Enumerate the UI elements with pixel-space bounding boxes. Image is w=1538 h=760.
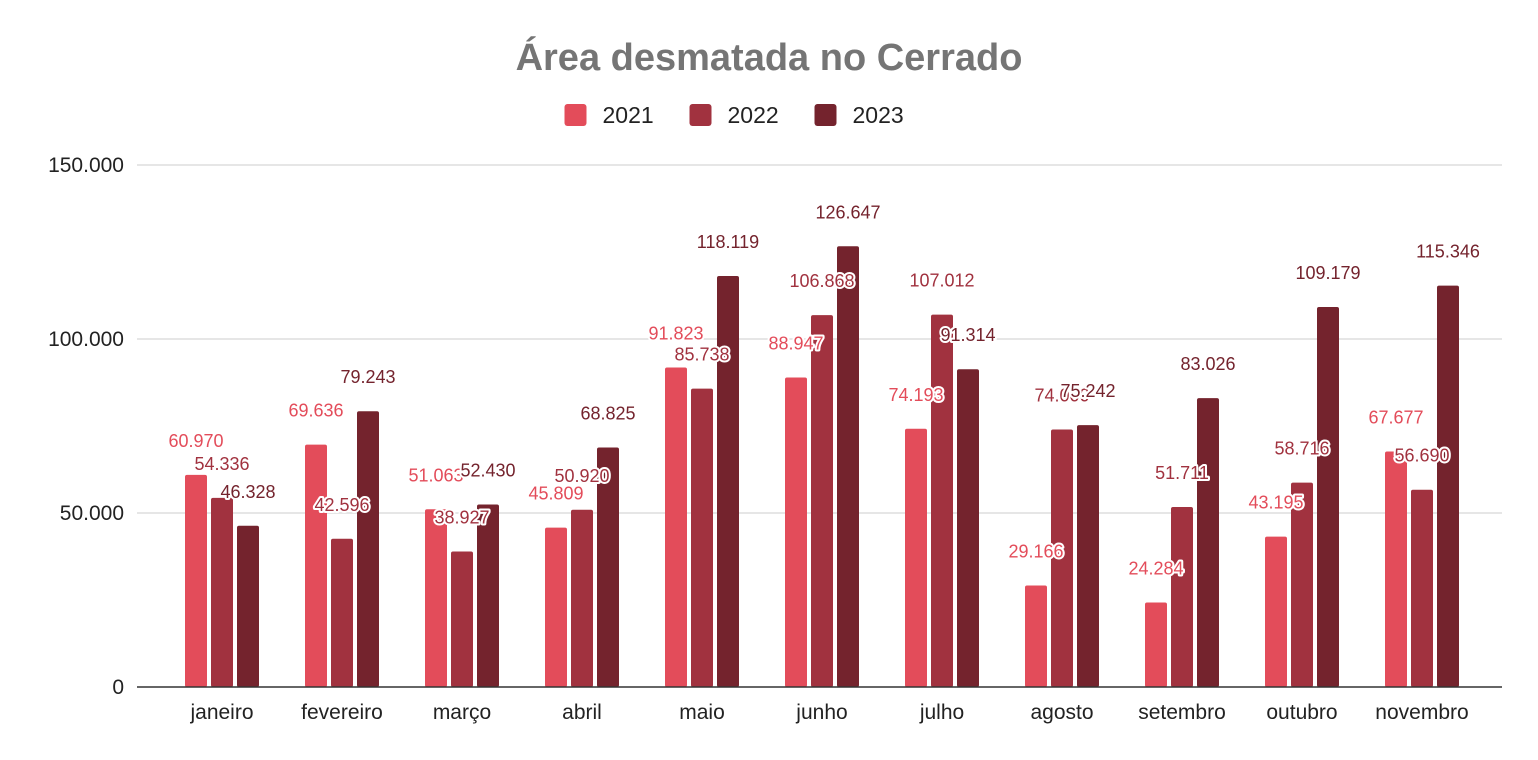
data-label-2022-agosto: 74.000 bbox=[1034, 385, 1089, 405]
data-label-2021-novembro: 67.677 bbox=[1368, 407, 1423, 427]
x-tick-label: outubro bbox=[1266, 701, 1337, 724]
data-label-2022-julho: 107.012 bbox=[909, 271, 974, 291]
bar-2021-setembro bbox=[1145, 602, 1167, 687]
bar-2023-setembro bbox=[1197, 398, 1219, 687]
y-tick-label: 50.000 bbox=[60, 502, 124, 525]
x-tick-label: setembro bbox=[1138, 701, 1226, 724]
data-label-2021-outubro: 43.195 bbox=[1248, 493, 1303, 513]
bar-2022-janeiro bbox=[211, 497, 233, 687]
y-tick-label: 100.000 bbox=[48, 328, 124, 351]
bar-2021-junho bbox=[785, 377, 807, 687]
bars bbox=[185, 246, 1459, 687]
data-label-2021-abril: 45.809 bbox=[528, 484, 583, 504]
bar-2022-abril bbox=[571, 509, 593, 687]
data-label-2021-agosto: 29.166 bbox=[1008, 542, 1063, 562]
bar-2023-janeiro bbox=[237, 525, 259, 687]
bar-2023-novembro bbox=[1437, 285, 1459, 687]
bar-2023-abril bbox=[597, 447, 619, 687]
bar-2023-junho bbox=[837, 246, 859, 687]
bar-2021-fevereiro bbox=[305, 444, 327, 687]
chart-title: Área desmatada no Cerrado bbox=[516, 35, 1023, 79]
data-label-2022-setembro: 51.711 bbox=[1155, 463, 1209, 483]
x-tick-label: abril bbox=[562, 701, 602, 724]
legend-label-2022: 2022 bbox=[728, 102, 779, 128]
bar-2023-março bbox=[477, 504, 499, 687]
x-axis: janeiro fevereiro março abril maio junho julho… bbox=[189, 701, 1468, 724]
data-label-2023-novembro: 115.346 bbox=[1416, 242, 1480, 262]
data-label-2021-janeiro: 60.970 bbox=[168, 431, 223, 451]
legend-label-2021: 2021 bbox=[603, 102, 654, 128]
bar-2023-agosto bbox=[1077, 425, 1099, 687]
bar-2021-novembro bbox=[1385, 451, 1407, 687]
bar-2023-julho bbox=[957, 369, 979, 687]
legend: 2021 2022 2023 bbox=[564, 102, 904, 128]
x-tick-label: fevereiro bbox=[301, 701, 383, 724]
data-label-2023-setembro: 83.026 bbox=[1180, 354, 1235, 374]
x-tick-label: março bbox=[433, 701, 491, 724]
data-label-2023-fevereiro: 79.243 bbox=[340, 367, 395, 387]
bar-2022-março bbox=[451, 551, 473, 687]
data-label-2021-junho: 88.947 bbox=[768, 333, 823, 353]
legend-swatch-2021 bbox=[564, 104, 587, 126]
data-label-2023-junho: 126.647 bbox=[815, 202, 880, 222]
data-label-2022-outubro: 58.716 bbox=[1274, 439, 1329, 459]
data-label-2023-janeiro: 46.328 bbox=[220, 482, 275, 502]
x-tick-label: agosto bbox=[1030, 701, 1093, 724]
bar-2021-março bbox=[425, 509, 447, 687]
bar-2022-agosto bbox=[1051, 429, 1073, 687]
data-label-2021-março: 51.063 bbox=[408, 465, 463, 485]
bar-2021-abril bbox=[545, 527, 567, 687]
data-label-2023-maio: 118.119 bbox=[697, 232, 759, 252]
bar-2023-maio bbox=[717, 275, 739, 687]
legend-label-2023: 2023 bbox=[853, 102, 904, 128]
data-label-2021-julho: 74.193 bbox=[888, 385, 943, 405]
bar-2022-julho bbox=[931, 314, 953, 687]
x-tick-label: maio bbox=[679, 701, 725, 724]
x-tick-label: junho bbox=[795, 701, 847, 724]
data-labels: 60.970 54.336 46.328 69.636 42.596 79.243 51.0… bbox=[166, 200, 1481, 580]
data-label-2022-junho: 106.868 bbox=[789, 271, 854, 291]
data-label-2023-julho: 91.314 bbox=[940, 325, 995, 345]
bar-2021-julho bbox=[905, 428, 927, 687]
data-label-2022-maio: 85.738 bbox=[674, 345, 729, 365]
data-label-2023-março: 52.430 bbox=[460, 461, 515, 481]
y-tick-label: 150.000 bbox=[48, 154, 124, 177]
data-label-2023-abril: 68.825 bbox=[580, 403, 635, 423]
x-tick-label: novembro bbox=[1375, 701, 1468, 724]
bar-2022-maio bbox=[691, 388, 713, 687]
bar-2021-janeiro bbox=[185, 474, 207, 687]
data-label-2021-setembro: 24.284 bbox=[1128, 558, 1183, 578]
y-tick-label: 0 bbox=[112, 676, 124, 699]
data-label-2022-janeiro: 54.336 bbox=[194, 454, 249, 474]
bar-2022-outubro bbox=[1291, 482, 1313, 687]
bar-2022-novembro bbox=[1411, 489, 1433, 687]
y-axis: 0 50.000 100.000 150.000 bbox=[48, 154, 124, 699]
bar-2021-agosto bbox=[1025, 585, 1047, 687]
bar-2023-fevereiro bbox=[357, 411, 379, 687]
x-tick-label: janeiro bbox=[189, 701, 253, 724]
data-label-2022-novembro: 56.690 bbox=[1394, 446, 1449, 466]
x-tick-label: julho bbox=[919, 701, 964, 724]
legend-swatch-2022 bbox=[689, 104, 712, 126]
data-label-2022-abril: 50.920 bbox=[554, 466, 609, 486]
bar-2023-outubro bbox=[1317, 307, 1339, 687]
legend-swatch-2023 bbox=[814, 104, 837, 126]
data-label-2023-agosto: 75.242 bbox=[1060, 381, 1115, 401]
data-label-2021-maio: 91.823 bbox=[648, 323, 703, 343]
bar-2022-junho bbox=[811, 315, 833, 687]
bar-2022-fevereiro bbox=[331, 538, 353, 687]
data-label-2022-fevereiro: 42.596 bbox=[314, 495, 369, 515]
data-label-2022-março: 38.927 bbox=[434, 508, 489, 528]
data-label-2021-fevereiro: 69.636 bbox=[288, 401, 343, 421]
data-label-2023-outubro: 109.179 bbox=[1295, 263, 1360, 283]
bar-2021-maio bbox=[665, 367, 687, 687]
bar-2022-setembro bbox=[1171, 507, 1193, 687]
bar-2021-outubro bbox=[1265, 536, 1287, 687]
